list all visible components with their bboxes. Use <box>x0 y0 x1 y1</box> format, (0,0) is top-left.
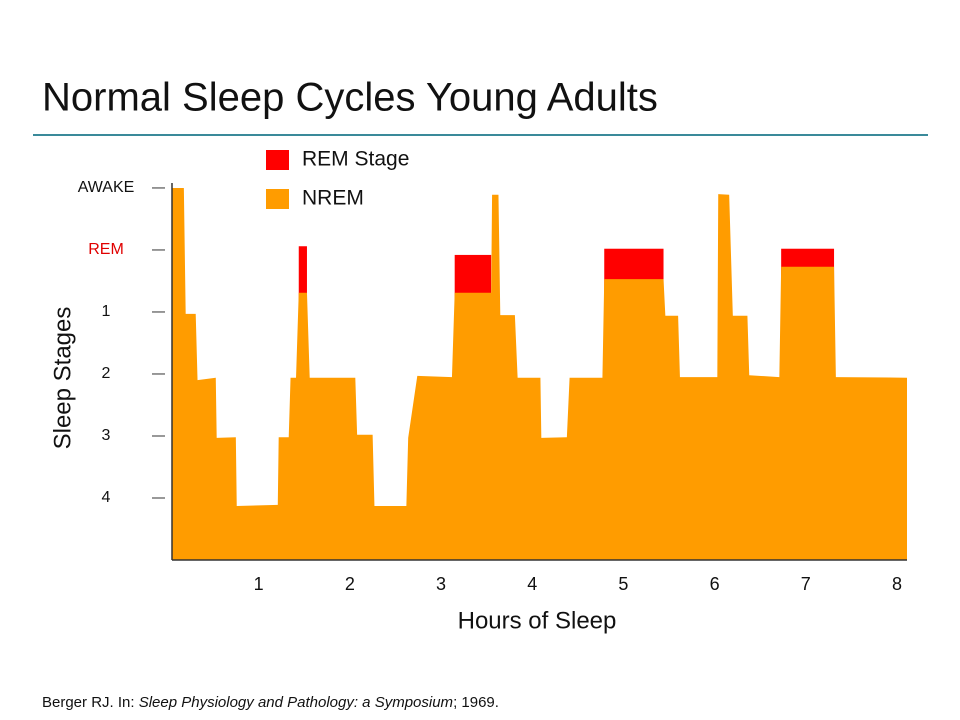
y-axis-label: Sleep Stages <box>49 307 76 450</box>
source: Berger RJ. In: Sleep Physiology and Path… <box>42 694 499 711</box>
y-tick-label: 3 <box>102 427 111 444</box>
source-prefix: Berger RJ. In: <box>42 694 139 711</box>
y-tick-label: 1 <box>102 303 111 320</box>
x-tick-label: 8 <box>892 574 902 594</box>
x-axis-label: Hours of Sleep <box>458 607 617 634</box>
y-tick-label: REM <box>88 241 124 258</box>
x-tick-label: 4 <box>527 574 537 594</box>
x-tick-label: 7 <box>801 574 811 594</box>
x-tick-label: 5 <box>618 574 628 594</box>
legend-label: NREM <box>302 187 364 210</box>
nrem-area <box>172 187 907 561</box>
x-tick-label: 1 <box>254 574 264 594</box>
y-tick-label: AWAKE <box>78 179 135 196</box>
legend-swatch <box>266 189 289 209</box>
plot: REM Stage NREM 4 3 2 1 REM AWAKE 1 2 3 4 5 6 7 8 <box>78 148 907 594</box>
x-tick-label: 6 <box>710 574 720 594</box>
x-tick-label: 2 <box>345 574 355 594</box>
legend-label: REM Stage <box>302 148 409 171</box>
source-title: Sleep Physiology and Pathology: a Sympos… <box>139 694 453 711</box>
y-tick-label: 2 <box>102 365 111 382</box>
y-tick-label: 4 <box>102 489 111 506</box>
slide-title: Normal Sleep Cycles Young Adults <box>42 76 658 120</box>
legend-swatch <box>266 150 289 170</box>
x-tick-label: 3 <box>436 574 446 594</box>
source-suffix: ; 1969. <box>453 694 499 711</box>
